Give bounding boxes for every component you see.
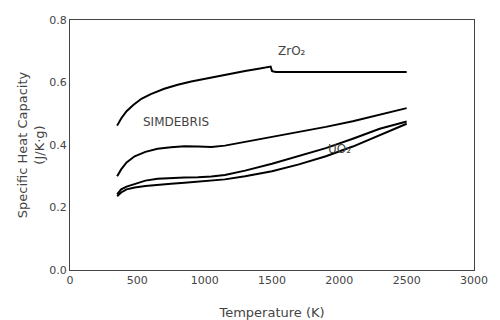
- svg-text:0.8: 0.8: [49, 14, 67, 27]
- svg-text:Specific Heat Capacity(J/K·g): Specific Heat Capacity(J/K·g): [15, 71, 47, 218]
- svg-text:2500: 2500: [393, 274, 421, 287]
- svg-text:0.6: 0.6: [49, 76, 67, 89]
- svg-text:1000: 1000: [191, 274, 219, 287]
- svg-text:0.4: 0.4: [49, 139, 67, 152]
- svg-text:3000: 3000: [460, 274, 488, 287]
- svg-text:ZrO₂: ZrO₂: [278, 44, 306, 58]
- svg-text:Temperature (K): Temperature (K): [218, 305, 324, 320]
- svg-text:0.2: 0.2: [49, 201, 67, 214]
- svg-text:SIMDEBRIS: SIMDEBRIS: [143, 115, 209, 129]
- svg-text:500: 500: [127, 274, 148, 287]
- svg-text:0: 0: [67, 274, 74, 287]
- svg-text:0.0: 0.0: [49, 264, 67, 277]
- svg-text:2000: 2000: [325, 274, 353, 287]
- svg-text:UO₂: UO₂: [328, 142, 351, 156]
- svg-text:1500: 1500: [258, 274, 286, 287]
